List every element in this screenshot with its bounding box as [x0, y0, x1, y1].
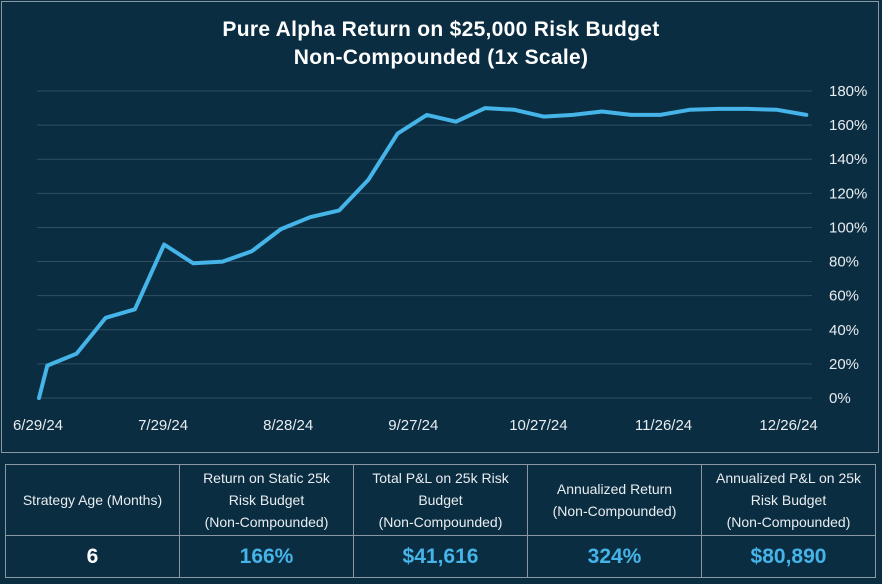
y-tick-label: 140%: [829, 151, 867, 168]
y-tick-label: 120%: [829, 185, 867, 202]
y-tick-label: 100%: [829, 219, 867, 236]
x-tick-label: 11/26/24: [635, 417, 692, 434]
x-tick-label: 6/29/24: [13, 417, 63, 434]
header-annualized-pl: Annualized P&L on 25k Risk Budget (Non-Com…: [701, 464, 876, 536]
x-tick-label: 10/27/24: [509, 417, 567, 434]
chart-title-main: Pure Alpha Return on $25,000 Risk Budget: [222, 18, 660, 41]
chart-panel: [1, 1, 879, 453]
header-annualized-return: Annualized Return (Non-Compounded): [527, 464, 702, 536]
chart-subtitle: Non-Compounded (1x Scale): [293, 46, 589, 69]
line-chart: 0% 20% 40% 60% 80% 100% 120% 140% 160% 180% 6/29/2…: [13, 83, 867, 434]
value-row: 6 166% $41,616 324% $80,890: [5, 535, 876, 578]
value-annualized-return: 324%: [527, 535, 702, 578]
x-tick-label: 8/28/24: [263, 417, 313, 434]
y-tick-label: 20%: [829, 356, 859, 373]
value-return: 166%: [179, 535, 354, 578]
value-strategy-age: 6: [5, 535, 180, 578]
header-total-pl: Total P&L on 25k Risk Budget (Non-Compound…: [353, 464, 528, 536]
header-strategy-age: Strategy Age (Months): [5, 464, 180, 536]
header-return: Return on Static 25k Risk Budget (Non-Comp…: [179, 464, 354, 536]
y-tick-label: 60%: [829, 288, 859, 305]
x-tick-label: 7/29/24: [138, 417, 188, 434]
series-line: [37, 106, 809, 400]
x-tick-label: 9/27/24: [388, 417, 438, 434]
header-row: Strategy Age (Months) Return on Static 2…: [5, 464, 876, 536]
y-tick-label: 160%: [829, 117, 867, 134]
y-tick-label: 180%: [829, 83, 867, 100]
summary-table: Strategy Age (Months) Return on Static 2…: [5, 464, 876, 578]
y-tick-label: 0%: [829, 390, 851, 407]
x-tick-label: 12/26/24: [759, 417, 817, 434]
y-tick-label: 80%: [829, 254, 859, 271]
y-tick-label: 40%: [829, 322, 859, 339]
chart-title: Pure Alpha Return on $25,000 Risk Budget…: [0, 16, 882, 72]
value-annualized-pl: $80,890: [701, 535, 876, 578]
value-total-pl: $41,616: [353, 535, 528, 578]
